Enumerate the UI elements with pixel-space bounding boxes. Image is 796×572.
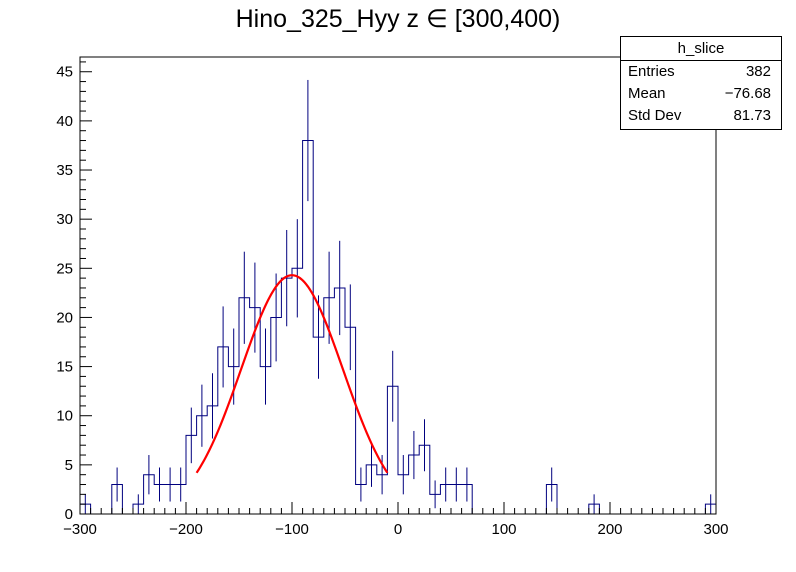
- y-tick-label: 20: [56, 309, 73, 326]
- y-tick-label: 40: [56, 113, 73, 130]
- x-tick-label: −100: [275, 521, 309, 538]
- stats-label: Mean: [628, 85, 666, 102]
- stats-row-mean: Mean −76.68: [621, 83, 781, 105]
- histogram-layer: [79, 79, 717, 515]
- y-tick-label: 35: [56, 162, 73, 179]
- stats-label: Entries: [628, 63, 675, 80]
- stats-value: 382: [745, 63, 771, 80]
- y-tick-label: 30: [56, 211, 73, 228]
- stats-label: Std Dev: [628, 107, 682, 124]
- y-tick-label: 15: [56, 359, 73, 376]
- x-tick-label: 0: [394, 521, 402, 538]
- stats-name: h_slice: [621, 37, 781, 61]
- x-tick-label: −200: [169, 521, 203, 538]
- y-tick-label: 10: [56, 408, 73, 425]
- chart-title: Hino_325_Hyy z ∈ [300,400): [235, 5, 561, 33]
- gaussian-fit-line: [195, 274, 389, 474]
- y-tick-label: 5: [65, 457, 73, 474]
- x-tick-label: 100: [491, 521, 516, 538]
- y-tick-label: 25: [56, 260, 73, 277]
- axis-layer: −300 −200 −100 0 100 200 300 0 5 10 15 20 25 30 35 40 45: [56, 56, 729, 538]
- stats-row-entries: Entries 382: [621, 61, 781, 83]
- y-tick-label: 0: [65, 506, 73, 523]
- stats-box: h_slice Entries 382 Mean −76.68 Std Dev …: [620, 36, 782, 130]
- x-tick-label: −300: [63, 521, 97, 538]
- stats-value: 81.73: [733, 107, 771, 124]
- stats-value: −76.68: [724, 85, 771, 102]
- x-tick-label: 200: [597, 521, 622, 538]
- fit-layer: [195, 274, 389, 474]
- y-tick-label: 45: [56, 64, 73, 81]
- histogram-outline: [79, 140, 717, 515]
- x-tick-label: 300: [703, 521, 728, 538]
- stats-row-stddev: Std Dev 81.73: [621, 105, 781, 127]
